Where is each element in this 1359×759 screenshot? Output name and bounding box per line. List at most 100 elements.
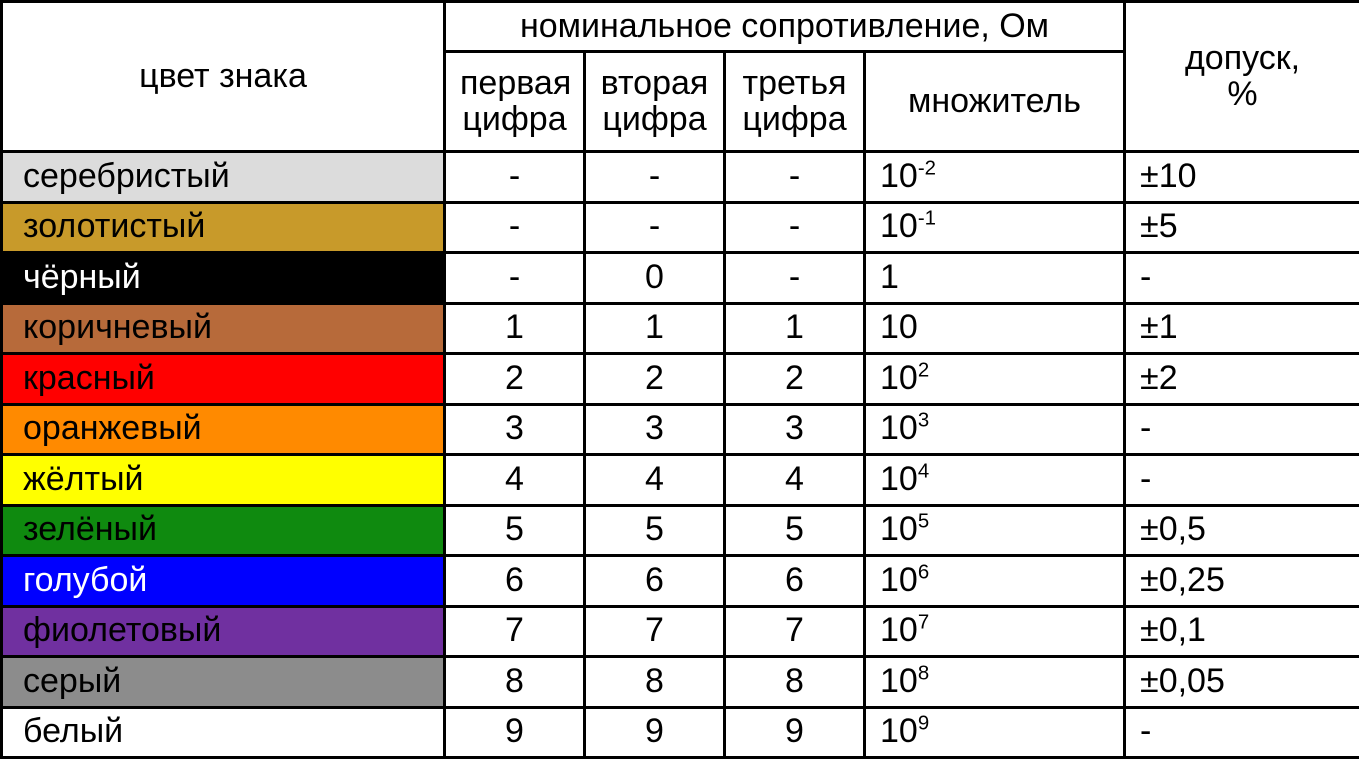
multiplier-base: 1 xyxy=(880,258,899,296)
digit1-cell: 7 xyxy=(445,606,585,657)
multiplier-exponent: 7 xyxy=(918,612,929,634)
digit3-cell: 4 xyxy=(725,455,865,506)
multiplier-cell: 108 xyxy=(865,657,1125,708)
table-row: зелёный555105±0,5 xyxy=(2,505,1359,556)
multiplier-base: 10 xyxy=(880,460,918,498)
color-name-cell: серебристый xyxy=(2,152,445,203)
multiplier-exponent: 4 xyxy=(918,461,929,483)
digit1-cell: 8 xyxy=(445,657,585,708)
digit1-cell: 4 xyxy=(445,455,585,506)
digit3-cell: 2 xyxy=(725,354,865,405)
multiplier-exponent: 5 xyxy=(918,511,929,533)
digit2-cell: 9 xyxy=(585,707,725,758)
color-name-cell: жёлтый xyxy=(2,455,445,506)
tolerance-cell: ±0,05 xyxy=(1125,657,1359,708)
multiplier-exponent: 9 xyxy=(918,713,929,735)
digit1-cell: 5 xyxy=(445,505,585,556)
multiplier-cell: 109 xyxy=(865,707,1125,758)
tolerance-cell: ±0,25 xyxy=(1125,556,1359,607)
digit2-cell: 3 xyxy=(585,404,725,455)
digit1-cell: 6 xyxy=(445,556,585,607)
multiplier-exponent: 8 xyxy=(918,663,929,685)
resistor-color-code-table: цвет знака номинальное сопротивление, Ом… xyxy=(0,0,1359,759)
multiplier-cell: 10-1 xyxy=(865,202,1125,253)
table-row: серый888108±0,05 xyxy=(2,657,1359,708)
digit2-cell: 2 xyxy=(585,354,725,405)
multiplier-cell: 102 xyxy=(865,354,1125,405)
header-digit1: перваяцифра xyxy=(445,52,585,152)
table-row: белый999109- xyxy=(2,707,1359,758)
multiplier-base: 10 xyxy=(880,561,918,599)
multiplier-base: 10 xyxy=(880,409,918,447)
table-row: оранжевый333103- xyxy=(2,404,1359,455)
digit3-cell: - xyxy=(725,202,865,253)
digit3-cell: - xyxy=(725,253,865,304)
multiplier-base: 10 xyxy=(880,207,918,245)
multiplier-exponent: -1 xyxy=(918,208,936,230)
table-row: жёлтый444104- xyxy=(2,455,1359,506)
table-row: голубой666106±0,25 xyxy=(2,556,1359,607)
table-row: чёрный-0-1- xyxy=(2,253,1359,304)
tolerance-cell: ±1 xyxy=(1125,303,1359,354)
color-name-cell: белый xyxy=(2,707,445,758)
digit3-cell: 5 xyxy=(725,505,865,556)
tolerance-cell: - xyxy=(1125,455,1359,506)
multiplier-cell: 104 xyxy=(865,455,1125,506)
color-name-cell: красный xyxy=(2,354,445,405)
multiplier-cell: 107 xyxy=(865,606,1125,657)
digit1-cell: 3 xyxy=(445,404,585,455)
header-color-label: цвет знака xyxy=(2,2,445,152)
table-row: красный222102±2 xyxy=(2,354,1359,405)
digit1-cell: 2 xyxy=(445,354,585,405)
digit1-cell: - xyxy=(445,202,585,253)
color-name-cell: фиолетовый xyxy=(2,606,445,657)
tolerance-cell: ±2 xyxy=(1125,354,1359,405)
table-row: фиолетовый777107±0,1 xyxy=(2,606,1359,657)
multiplier-base: 10 xyxy=(880,308,918,346)
digit3-cell: 1 xyxy=(725,303,865,354)
multiplier-exponent: -2 xyxy=(918,158,936,180)
tolerance-cell: - xyxy=(1125,253,1359,304)
multiplier-exponent: 3 xyxy=(918,410,929,432)
multiplier-cell: 105 xyxy=(865,505,1125,556)
digit3-cell: 9 xyxy=(725,707,865,758)
multiplier-base: 10 xyxy=(880,510,918,548)
digit3-cell: 8 xyxy=(725,657,865,708)
color-name-cell: коричневый xyxy=(2,303,445,354)
header-digit3: третьяцифра xyxy=(725,52,865,152)
digit2-cell: 1 xyxy=(585,303,725,354)
color-name-cell: золотистый xyxy=(2,202,445,253)
multiplier-base: 10 xyxy=(880,662,918,700)
table-header: цвет знака номинальное сопротивление, Ом… xyxy=(2,2,1359,152)
header-multiplier: множитель xyxy=(865,52,1125,152)
color-name-cell: голубой xyxy=(2,556,445,607)
header-nominal: номинальное сопротивление, Ом xyxy=(445,2,1125,52)
tolerance-cell: - xyxy=(1125,404,1359,455)
digit2-cell: - xyxy=(585,152,725,203)
color-name-cell: серый xyxy=(2,657,445,708)
multiplier-cell: 10-2 xyxy=(865,152,1125,203)
digit1-cell: 9 xyxy=(445,707,585,758)
table-row: серебристый---10-2±10 xyxy=(2,152,1359,203)
tolerance-cell: ±0,1 xyxy=(1125,606,1359,657)
multiplier-cell: 103 xyxy=(865,404,1125,455)
color-name-cell: чёрный xyxy=(2,253,445,304)
digit2-cell: 8 xyxy=(585,657,725,708)
header-tolerance: допуск,% xyxy=(1125,2,1359,152)
multiplier-base: 10 xyxy=(880,712,918,750)
digit2-cell: 5 xyxy=(585,505,725,556)
table-row: золотистый---10-1±5 xyxy=(2,202,1359,253)
digit3-cell: - xyxy=(725,152,865,203)
multiplier-base: 10 xyxy=(880,359,918,397)
header-digit2: втораяцифра xyxy=(585,52,725,152)
digit1-cell: - xyxy=(445,152,585,203)
multiplier-base: 10 xyxy=(880,611,918,649)
digit3-cell: 3 xyxy=(725,404,865,455)
digit3-cell: 7 xyxy=(725,606,865,657)
multiplier-cell: 1 xyxy=(865,253,1125,304)
tolerance-cell: ±10 xyxy=(1125,152,1359,203)
multiplier-exponent: 2 xyxy=(918,360,929,382)
digit3-cell: 6 xyxy=(725,556,865,607)
tolerance-cell: ±0,5 xyxy=(1125,505,1359,556)
table-row: коричневый11110±1 xyxy=(2,303,1359,354)
